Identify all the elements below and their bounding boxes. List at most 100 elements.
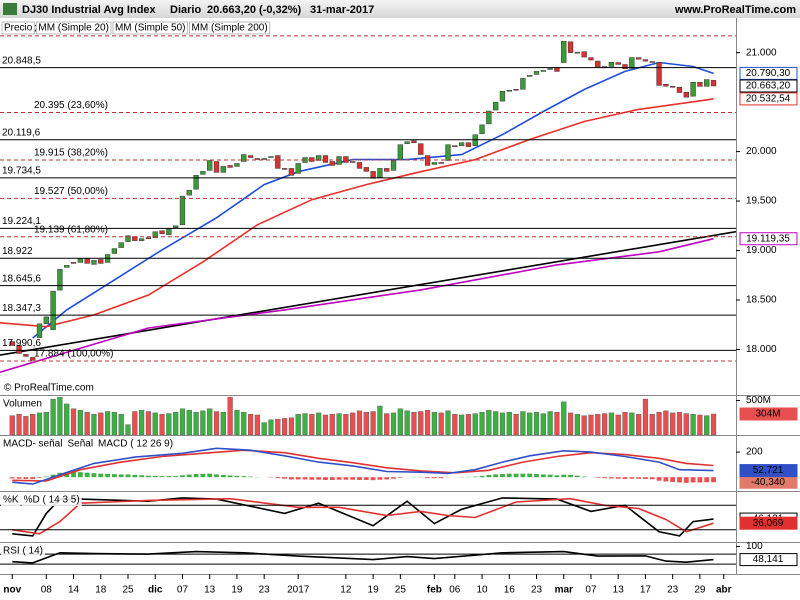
candle bbox=[43, 316, 49, 325]
candle bbox=[295, 163, 301, 174]
candle bbox=[111, 248, 118, 254]
histogram-bar bbox=[295, 477, 301, 480]
volume-bar bbox=[36, 412, 43, 435]
histogram-bar bbox=[609, 477, 614, 479]
histogram-bar bbox=[350, 477, 356, 480]
histogram-bar bbox=[697, 477, 703, 483]
histogram-bar bbox=[384, 477, 390, 480]
candle bbox=[561, 41, 567, 63]
histogram-bar bbox=[506, 473, 512, 478]
histogram-bar bbox=[16, 477, 22, 479]
histogram-bar bbox=[554, 475, 560, 478]
volume-bar bbox=[50, 398, 56, 435]
histogram-bar bbox=[370, 477, 376, 481]
value-label: 20.790,30 bbox=[746, 68, 791, 79]
legend-entry: MM (Simple 20) bbox=[38, 23, 109, 34]
y-tick-label: 100 bbox=[746, 541, 763, 552]
histogram-bar bbox=[336, 477, 342, 480]
candle bbox=[241, 154, 247, 162]
volume-bar bbox=[649, 414, 655, 435]
volume-bar bbox=[234, 409, 240, 435]
legend-entry: %K bbox=[3, 495, 19, 506]
volume-bar bbox=[179, 408, 186, 435]
histogram-bar bbox=[91, 473, 97, 478]
volume-bar bbox=[404, 410, 410, 435]
candle bbox=[50, 290, 56, 330]
histogram-bar bbox=[636, 477, 642, 479]
candle bbox=[581, 51, 587, 58]
volume-bar bbox=[588, 414, 594, 435]
volume-bar bbox=[77, 409, 83, 435]
histogram-bar bbox=[629, 477, 635, 479]
volume-bar bbox=[472, 413, 478, 435]
candle bbox=[281, 168, 288, 170]
volume-bar bbox=[125, 424, 131, 435]
volume-bar bbox=[166, 413, 172, 435]
candle bbox=[275, 155, 281, 169]
candle bbox=[23, 354, 29, 357]
x-tick-label: 06 bbox=[449, 585, 461, 596]
histogram-bar bbox=[643, 477, 648, 479]
volume-bar bbox=[656, 412, 662, 435]
x-tick-label: 23 bbox=[259, 585, 271, 596]
volume-bar bbox=[281, 418, 288, 435]
volume-bar bbox=[506, 412, 512, 435]
volume-bar bbox=[207, 408, 213, 435]
volume-bar bbox=[513, 414, 519, 435]
legend-box bbox=[96, 438, 176, 450]
candle bbox=[166, 228, 172, 235]
panel bbox=[9, 447, 716, 485]
x-tick-label: 10 bbox=[476, 585, 488, 596]
histogram-bar bbox=[125, 474, 131, 478]
histogram-bar bbox=[486, 474, 492, 478]
level-label: 17.884 (100,00%) bbox=[34, 349, 114, 360]
volume-bar bbox=[152, 412, 158, 435]
histogram-bar bbox=[43, 476, 49, 478]
volume-bar bbox=[139, 409, 145, 435]
histogram-bar bbox=[357, 477, 362, 480]
level-label: 20.848,5 bbox=[2, 55, 41, 66]
candle bbox=[670, 86, 676, 88]
histogram-bar bbox=[220, 474, 226, 478]
value-label: 48,141 bbox=[753, 554, 784, 565]
candle bbox=[227, 165, 233, 168]
legend-entry: MACD- señal bbox=[3, 439, 62, 450]
x-tick-label: abr bbox=[716, 585, 732, 596]
candle bbox=[479, 124, 485, 135]
value-box bbox=[739, 232, 798, 246]
histogram-bar bbox=[343, 477, 349, 480]
volume-bar bbox=[98, 412, 104, 435]
histogram-bar bbox=[193, 474, 199, 478]
histogram-bar bbox=[574, 475, 580, 478]
series-line bbox=[12, 449, 714, 482]
volume-bar bbox=[697, 414, 703, 435]
y-tick-label: 200 bbox=[746, 447, 763, 458]
x-tick-label: feb bbox=[427, 585, 442, 596]
histogram-bar bbox=[275, 477, 281, 479]
volume-bar bbox=[193, 412, 199, 435]
x-tick-label: 25 bbox=[122, 585, 134, 596]
watermark: © ProRealTime.com bbox=[4, 383, 94, 394]
legend-box bbox=[1, 545, 46, 557]
histogram-bar bbox=[534, 474, 539, 478]
level-label: 18.922 bbox=[2, 246, 33, 257]
candle bbox=[533, 71, 540, 75]
candle bbox=[384, 168, 390, 172]
candle bbox=[234, 163, 240, 167]
histogram-bar bbox=[71, 471, 76, 478]
candle bbox=[84, 258, 90, 264]
volume-bar bbox=[288, 417, 295, 435]
histogram-bar bbox=[397, 477, 403, 478]
histogram-bar bbox=[581, 476, 587, 478]
histogram-bar bbox=[23, 477, 29, 479]
candle bbox=[70, 262, 77, 264]
y-tick-label: 20.000 bbox=[746, 146, 777, 157]
volume-bar bbox=[622, 412, 628, 435]
volume-bar bbox=[268, 419, 274, 435]
candle bbox=[540, 70, 546, 72]
x-tick-label: 19 bbox=[368, 585, 380, 596]
volume-bar bbox=[275, 418, 281, 435]
histogram-bar bbox=[159, 476, 165, 478]
candle bbox=[493, 101, 499, 111]
volume-bar bbox=[418, 411, 424, 435]
